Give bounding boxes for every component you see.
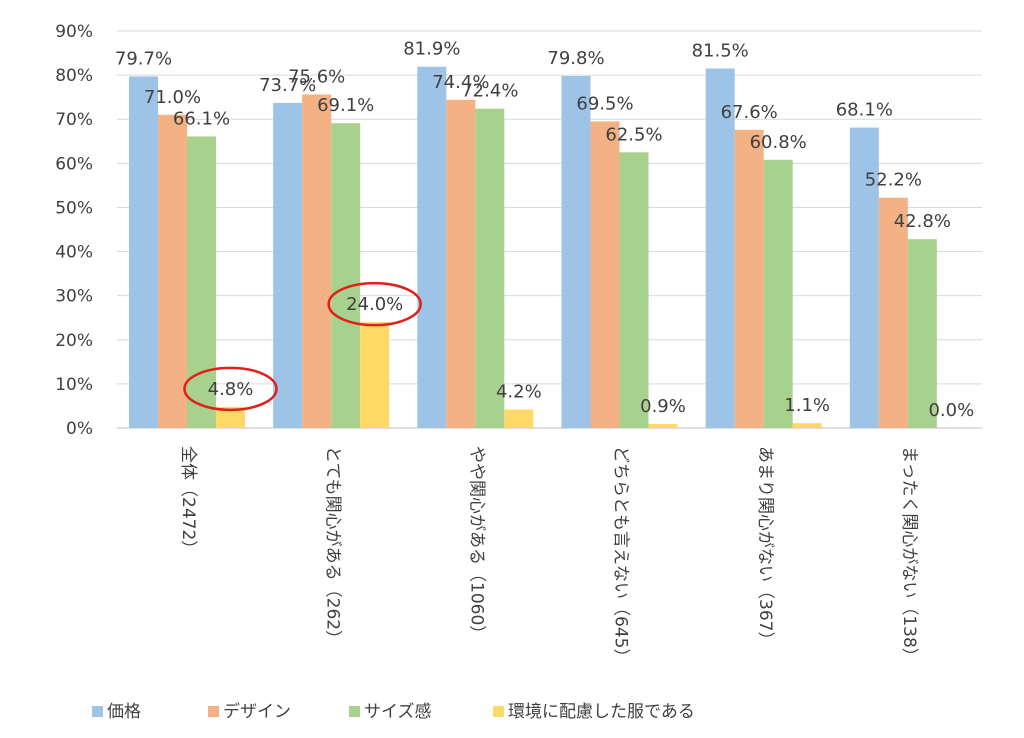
data-label: 62.5% <box>605 124 662 145</box>
data-label: 66.1% <box>173 108 230 129</box>
data-label: 1.1% <box>784 395 830 416</box>
data-label: 24.0% <box>346 294 403 315</box>
data-label: 81.5% <box>692 40 749 61</box>
data-label: 42.8% <box>894 211 951 232</box>
highlight-circle <box>183 366 278 412</box>
legend-label: デザイン <box>223 701 291 722</box>
legend-swatch <box>493 706 504 717</box>
category-labels: 全体（2472） とても関心がある（262） やや関心がある（1060） どちらとも言… <box>178 446 919 665</box>
y-tick-label: 50% <box>55 198 93 218</box>
category-label: あまり関心がない（367） <box>755 446 775 648</box>
data-label: 71.0% <box>144 87 201 108</box>
data-label: 79.8% <box>547 48 604 69</box>
category-label: とても関心がある（262） <box>322 446 342 647</box>
data-label: 81.9% <box>403 39 460 60</box>
legend-label: 環境に配慮した服である <box>508 702 695 722</box>
bar <box>590 121 620 428</box>
y-tick-label: 30% <box>55 287 93 307</box>
data-label: 73.7% <box>259 75 316 96</box>
legend-label: 価格 <box>107 702 141 722</box>
bar <box>475 108 505 428</box>
bar <box>763 159 793 428</box>
legend: 価格 デザイン サイズ感 環境に配慮した服である <box>92 701 695 722</box>
bar <box>734 129 764 428</box>
y-tick-label: 90% <box>55 22 93 42</box>
bar <box>187 136 216 429</box>
highlight-circle <box>327 281 422 327</box>
category-label: どちらとも言えない（645） <box>611 446 631 665</box>
bars <box>129 66 937 429</box>
bar <box>129 76 158 428</box>
data-label: 0.9% <box>640 396 686 417</box>
data-label: 52.2% <box>865 170 922 191</box>
bar <box>216 406 245 428</box>
bar <box>302 94 332 429</box>
category-label: まったく関心がない（138） <box>899 446 919 665</box>
data-label: 0.0% <box>928 400 974 421</box>
y-tick-label: 0% <box>66 419 93 439</box>
bar <box>360 322 390 428</box>
bar <box>273 102 303 428</box>
bar <box>878 197 908 428</box>
y-tick-label: 60% <box>55 154 93 174</box>
legend-swatch <box>208 706 219 717</box>
y-tick-label: 10% <box>55 375 93 395</box>
data-label: 69.5% <box>576 93 633 114</box>
bar <box>417 66 447 428</box>
data-label: 4.8% <box>208 379 254 400</box>
gridlines <box>117 30 982 429</box>
data-labels: 79.7% 73.7% 81.9% 79.8% 81.5% 68.1% 71.0% 75.6%… <box>115 39 974 421</box>
data-label: 69.1% <box>317 95 374 116</box>
bar <box>849 127 879 428</box>
highlight-circles <box>183 281 422 412</box>
data-label: 79.7% <box>115 48 172 69</box>
bar <box>331 123 361 428</box>
data-label: 4.2% <box>496 381 542 402</box>
y-tick-label: 20% <box>55 331 93 351</box>
data-label: 74.4% <box>432 72 489 93</box>
bar <box>648 424 678 428</box>
bar <box>792 423 822 428</box>
category-label: やや関心がある（1060） <box>466 446 486 642</box>
legend-swatch <box>92 706 103 717</box>
category-label: 全体（2472） <box>178 446 198 557</box>
bar <box>504 409 534 428</box>
data-label: 75.6% <box>288 67 345 88</box>
bar <box>158 114 187 429</box>
y-tick-label: 80% <box>55 66 93 86</box>
data-label: 67.6% <box>721 102 778 123</box>
legend-label: サイズ感 <box>364 702 432 722</box>
bar <box>705 68 735 428</box>
y-tick-label: 40% <box>55 243 93 263</box>
y-axis-tick-labels: 0% 10% 20% 30% 40% 50% 60% 70% 80% 90% <box>55 22 93 439</box>
legend-swatch <box>349 706 360 717</box>
data-label: 60.8% <box>750 132 807 153</box>
data-label: 68.1% <box>836 100 893 121</box>
bar <box>446 99 476 429</box>
bar <box>619 152 649 429</box>
bar <box>561 75 591 428</box>
bar <box>907 239 937 428</box>
data-label: 72.4% <box>461 81 518 102</box>
y-tick-label: 70% <box>55 110 93 130</box>
